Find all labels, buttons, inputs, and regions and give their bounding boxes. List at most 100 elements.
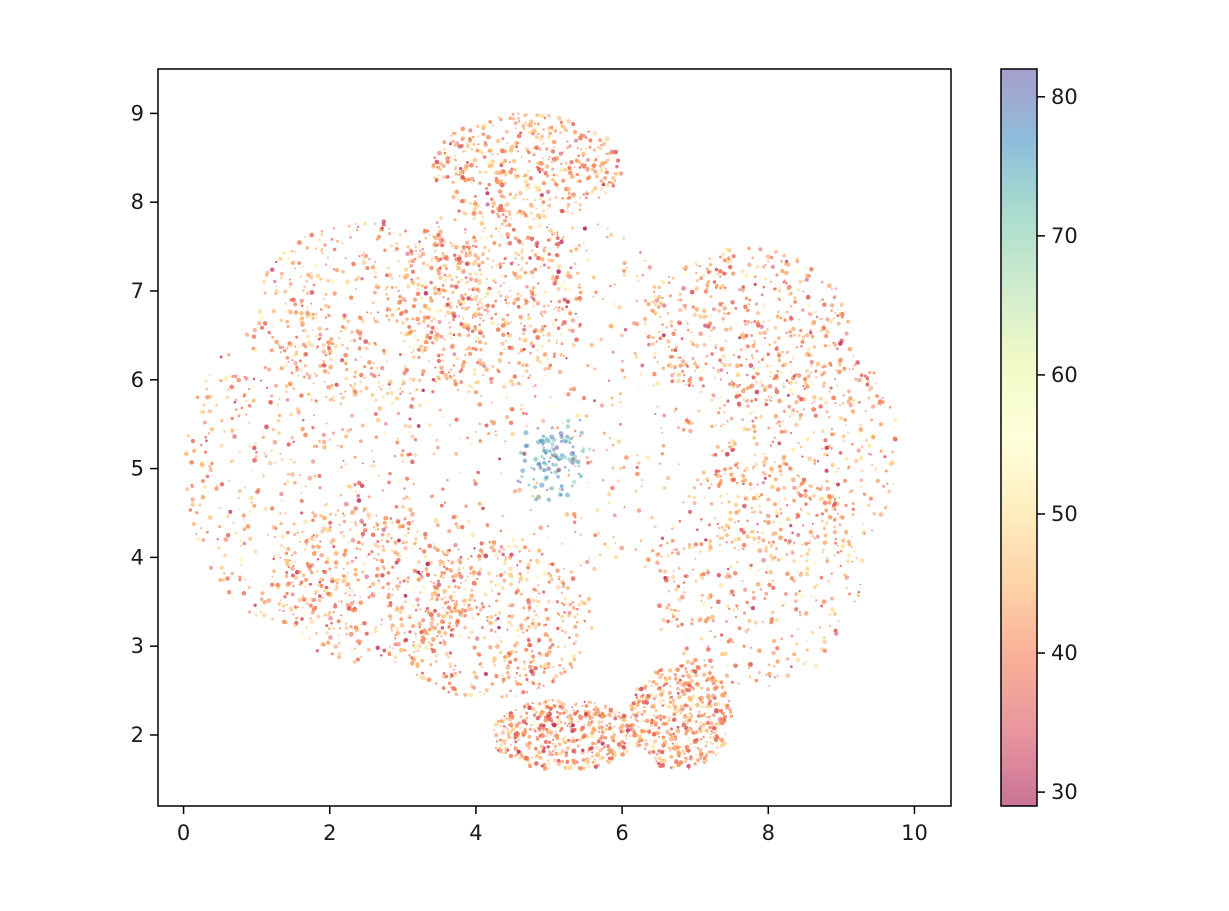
- scatter-point: [369, 464, 372, 467]
- scatter-point: [273, 554, 276, 558]
- scatter-point: [438, 623, 441, 627]
- scatter-point: [482, 374, 485, 377]
- scatter-point: [520, 306, 525, 310]
- scatter-point: [682, 501, 685, 504]
- scatter-point: [815, 315, 819, 319]
- scatter-point: [310, 459, 316, 464]
- scatter-point: [765, 566, 769, 570]
- scatter-point: [429, 621, 434, 626]
- scatter-point: [292, 354, 296, 358]
- scatter-point: [532, 624, 538, 630]
- scatter-point: [447, 529, 452, 534]
- scatter-point: [519, 383, 523, 386]
- scatter-point: [439, 216, 444, 221]
- scatter-point: [647, 342, 651, 347]
- scatter-point: [683, 759, 688, 764]
- scatter-point: [691, 356, 695, 360]
- scatter-point: [503, 572, 506, 575]
- scatter-point: [342, 513, 346, 517]
- scatter-point: [496, 290, 502, 295]
- scatter-point: [717, 752, 720, 755]
- scatter-point: [458, 472, 460, 474]
- scatter-point: [606, 744, 611, 749]
- scatter-point: [730, 380, 734, 383]
- scatter-point: [232, 434, 237, 439]
- scatter-point: [435, 438, 439, 442]
- scatter-point: [261, 612, 267, 618]
- scatter-point: [845, 586, 849, 590]
- scatter-point: [595, 746, 598, 749]
- scatter-point: [273, 279, 277, 284]
- scatter-point: [783, 429, 788, 434]
- scatter-point: [432, 581, 436, 585]
- scatter-point: [467, 288, 471, 291]
- scatter-point: [508, 582, 514, 587]
- scatter-point: [668, 716, 671, 719]
- scatter-point: [764, 263, 767, 267]
- scatter-point: [479, 272, 483, 276]
- scatter-point: [768, 684, 771, 687]
- scatter-point: [393, 249, 396, 253]
- scatter-point: [534, 134, 540, 140]
- scatter-point: [794, 399, 799, 405]
- scatter-point: [310, 610, 315, 615]
- scatter-point: [326, 279, 330, 283]
- scatter-point: [562, 667, 565, 670]
- scatter-point: [473, 382, 476, 384]
- scatter-point: [279, 491, 284, 497]
- scatter-point: [506, 544, 511, 550]
- scatter-point: [572, 736, 575, 739]
- scatter-point: [516, 381, 521, 386]
- scatter-point: [361, 260, 367, 266]
- scatter-point: [727, 441, 731, 445]
- scatter-point: [396, 411, 401, 416]
- scatter-point: [570, 328, 575, 333]
- scatter-point: [560, 749, 565, 754]
- scatter-point: [332, 395, 336, 399]
- scatter-point: [670, 620, 673, 624]
- scatter-point: [509, 289, 512, 292]
- scatter-point: [813, 664, 819, 669]
- scatter-point: [479, 317, 482, 320]
- scatter-point: [475, 165, 478, 168]
- scatter-point: [223, 537, 229, 542]
- scatter-point: [416, 530, 419, 534]
- scatter-point: [412, 585, 416, 589]
- scatter-point: [435, 623, 439, 626]
- scatter-point: [811, 493, 817, 499]
- scatter-point: [640, 363, 645, 368]
- scatter-point: [506, 628, 509, 631]
- scatter-point: [605, 158, 610, 163]
- scatter-point: [785, 657, 790, 661]
- scatter-point: [820, 429, 825, 434]
- scatter-point: [568, 387, 573, 391]
- scatter-point: [380, 366, 385, 371]
- scatter-point: [590, 190, 594, 194]
- scatter-point: [442, 552, 447, 557]
- scatter-point: [688, 428, 693, 434]
- scatter-point: [217, 546, 221, 550]
- scatter-point: [753, 462, 759, 467]
- scatter-point: [561, 421, 565, 424]
- scatter-point: [747, 262, 752, 268]
- scatter-point: [453, 590, 456, 594]
- scatter-point: [356, 225, 360, 229]
- scatter-point: [694, 557, 697, 561]
- scatter-point: [801, 308, 805, 312]
- scatter-point: [576, 720, 580, 723]
- scatter-point: [507, 322, 511, 325]
- scatter-point: [468, 598, 471, 602]
- scatter-point: [405, 579, 410, 584]
- scatter-point: [557, 309, 561, 313]
- scatter-point: [591, 763, 594, 765]
- scatter-point: [826, 511, 829, 515]
- scatter-point: [511, 528, 514, 531]
- scatter-point: [377, 553, 380, 556]
- scatter-point: [815, 599, 818, 602]
- scatter-point: [350, 413, 354, 418]
- scatter-point: [659, 627, 663, 632]
- scatter-point: [521, 123, 526, 129]
- scatter-point: [868, 452, 871, 456]
- scatter-point: [237, 508, 240, 511]
